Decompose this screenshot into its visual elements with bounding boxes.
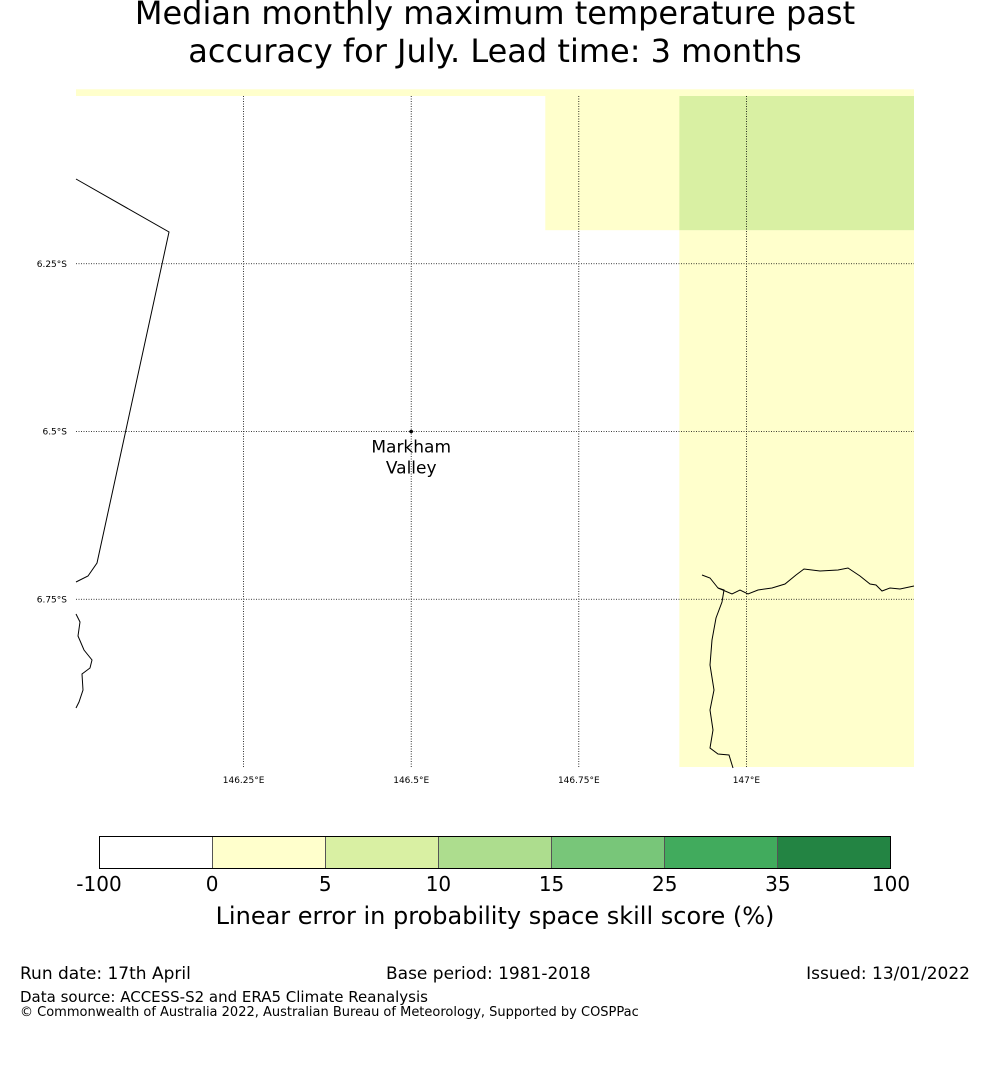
colorbar-segment-0 <box>100 837 213 868</box>
map-title: Median monthly maximum temperature past … <box>0 0 990 70</box>
colorbar-label: Linear error in probability space skill … <box>215 902 775 930</box>
colorbar-tick-6: 35 <box>765 872 791 896</box>
lat-tick-label-2: 6.75°S <box>37 595 68 605</box>
colorbar-tick-1: 0 <box>205 872 219 896</box>
skill-cell-2 <box>679 230 914 767</box>
colorbar-segment-5 <box>665 837 778 868</box>
tick-labels-layer: 146.25°E 146.5°E 146.75°E 147°E 6.25°S 6.5°S 6… <box>37 260 761 786</box>
skill-cell-0 <box>76 89 914 96</box>
colorbar-tick-2: 5 <box>318 872 332 896</box>
location-label-line-1: Markham <box>371 438 451 458</box>
colorbar-tick-0: -100 <box>76 872 122 896</box>
colorbar <box>99 836 891 869</box>
lat-tick-label-0: 6.25°S <box>37 260 68 270</box>
coastline-west <box>75 178 170 583</box>
title-line-2: accuracy for July. Lead time: 3 months <box>188 32 802 70</box>
colorbar-tick-3: 10 <box>425 872 452 896</box>
lon-tick-label-0: 146.25°E <box>223 776 265 786</box>
lon-tick-label-2: 146.75°E <box>558 776 600 786</box>
colorbar-segment-2 <box>326 837 439 868</box>
colorbar-segment-3 <box>439 837 552 868</box>
colorbar-tick-5: 25 <box>651 872 678 896</box>
copyright: © Commonwealth of Australia 2022, Austra… <box>20 1005 639 1020</box>
issued-date: Issued: 13/01/2022 <box>806 964 970 984</box>
colorbar-segment-1 <box>213 837 326 868</box>
title-line-1: Median monthly maximum temperature past <box>134 0 856 32</box>
run-date: Run date: 17th April <box>20 964 191 984</box>
location-marker <box>409 429 414 434</box>
map-panel: 146.25°E 146.5°E 146.75°E 147°E 6.25°S 6.5°S 6… <box>37 89 915 786</box>
colorbar-segment-6 <box>778 837 890 868</box>
location-label-line-2: Valley <box>386 459 437 479</box>
coastline-southwest <box>75 613 93 709</box>
skill-cell-3 <box>679 96 914 231</box>
base-period: Base period: 1981-2018 <box>386 964 591 984</box>
lat-tick-label-1: 6.5°S <box>42 428 67 438</box>
colorbar-tick-7: 100 <box>871 872 911 896</box>
skill-cells-layer <box>76 89 914 767</box>
lon-tick-label-3: 147°E <box>733 776 761 786</box>
coastline-layer <box>75 178 915 769</box>
data-source: Data source: ACCESS-S2 and ERA5 Climate … <box>20 988 428 1006</box>
colorbar-tick-4: 15 <box>538 872 565 896</box>
coastline-east <box>717 567 915 595</box>
lon-tick-label-1: 146.5°E <box>393 776 429 786</box>
colorbar-segment-4 <box>552 837 665 868</box>
